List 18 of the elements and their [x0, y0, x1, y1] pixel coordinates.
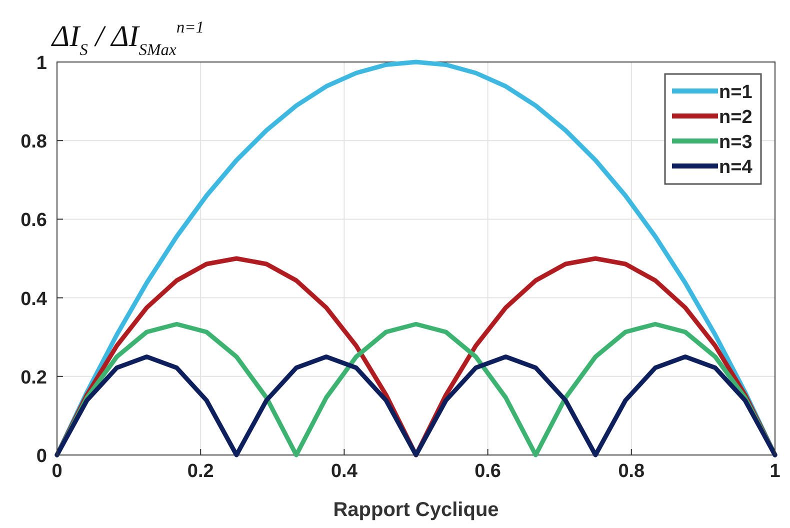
y-tick-label: 1	[36, 53, 48, 74]
y-tick-label: 0.8	[20, 132, 47, 153]
x-tick-label: 0.4	[330, 461, 358, 482]
x-tick-label: 1	[770, 461, 781, 482]
x-tick-label: 0.6	[474, 461, 502, 482]
line-series	[54, 354, 778, 458]
y-tick-label: 0.2	[20, 367, 47, 388]
legend-label: n=4	[719, 157, 753, 178]
x-tick-label: 0.2	[187, 461, 214, 482]
x-axis-title: Rapport Cyclique	[333, 499, 499, 521]
x-tick-label: 0.8	[618, 461, 645, 482]
legend-label: n=3	[719, 132, 752, 153]
y-tick-label: 0.4	[20, 288, 48, 310]
y-tick-label: 0.6	[20, 210, 47, 232]
legend-label: n=2	[719, 107, 752, 128]
x-tick-label: 0	[52, 461, 62, 482]
y-tick-label: 0	[36, 446, 47, 467]
legend-label: n=1	[719, 82, 753, 103]
